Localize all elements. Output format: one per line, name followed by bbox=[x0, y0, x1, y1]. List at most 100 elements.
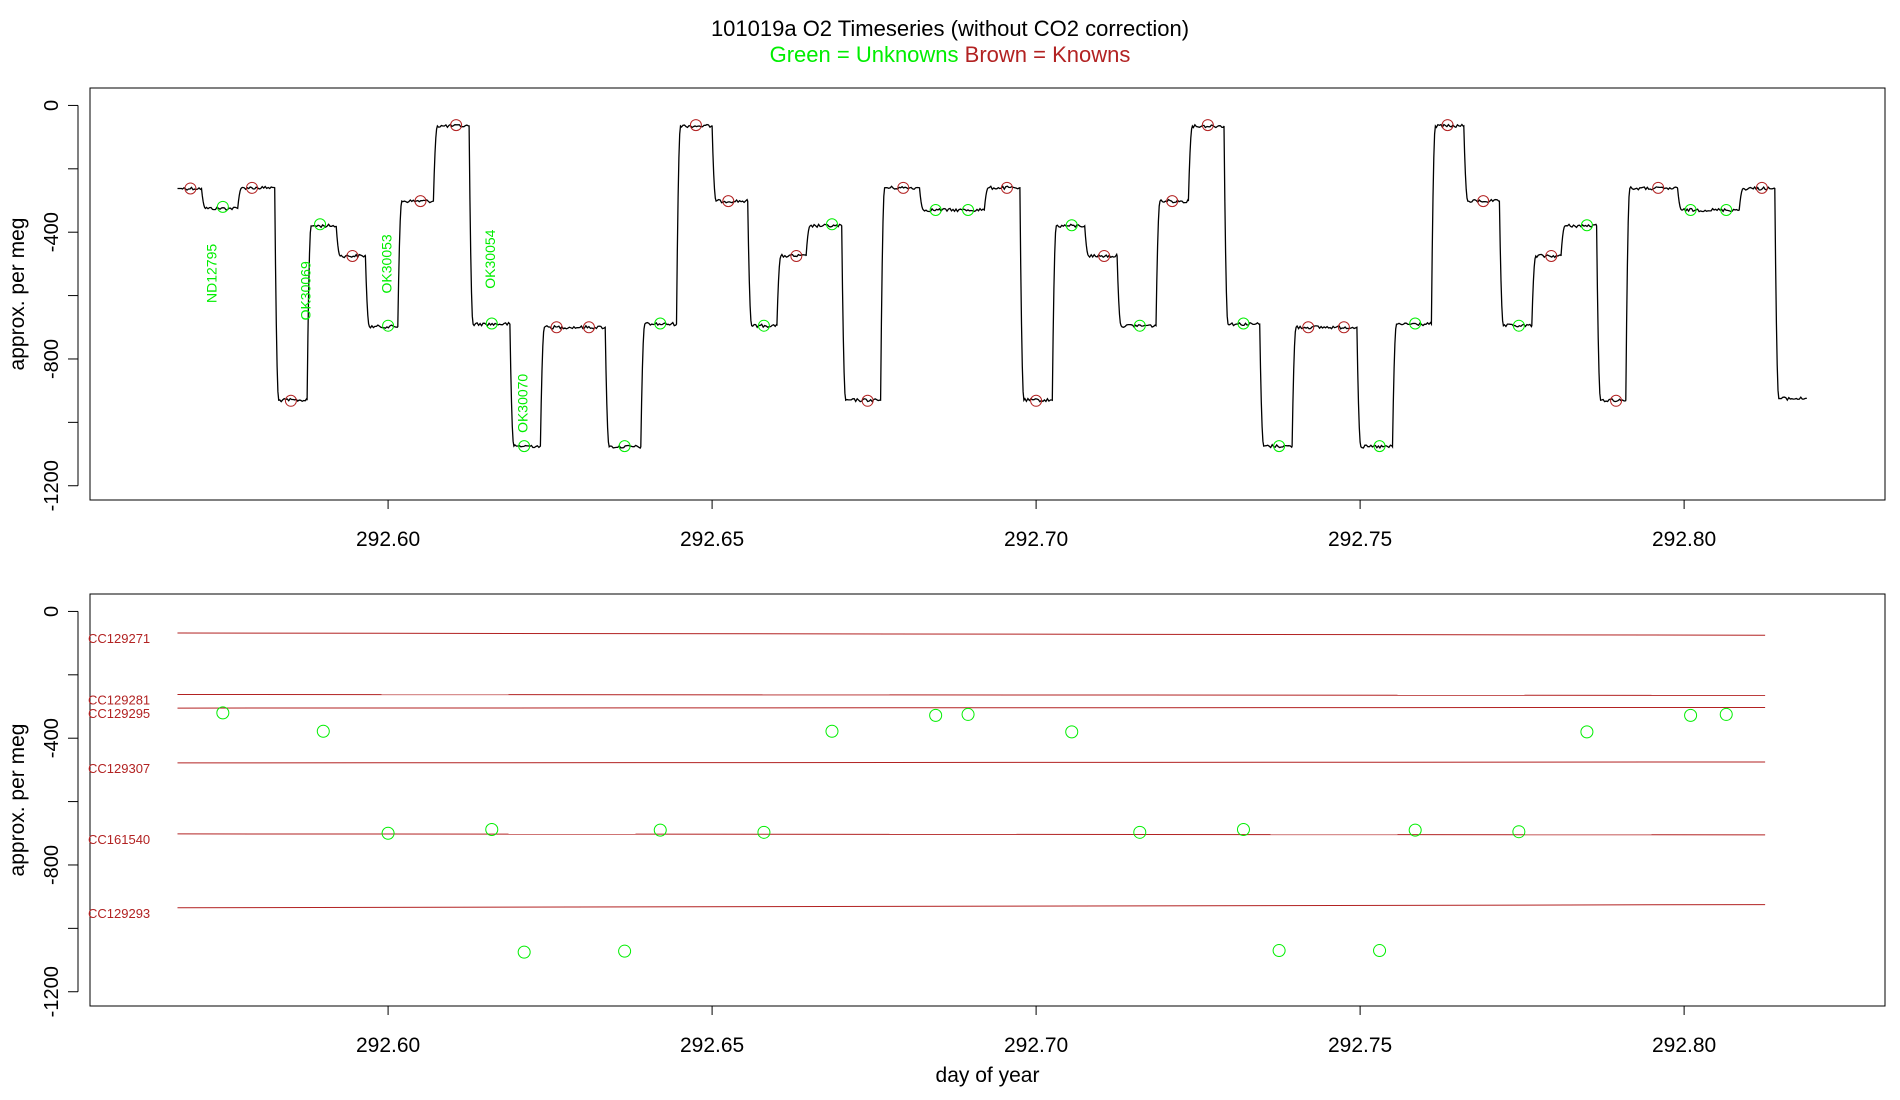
known-point bbox=[722, 195, 735, 208]
known-point bbox=[1755, 181, 1768, 194]
known-point bbox=[1477, 195, 1490, 208]
known-point bbox=[897, 181, 910, 194]
known-point bbox=[790, 249, 803, 262]
known-point bbox=[689, 119, 702, 132]
unknown-point bbox=[517, 945, 531, 959]
unknown-point bbox=[757, 825, 771, 839]
y-tick-label: -400 bbox=[41, 212, 63, 252]
x-tick-label: 292.65 bbox=[680, 1034, 744, 1057]
reference-line bbox=[177, 761, 1766, 764]
known-point bbox=[582, 321, 595, 334]
y-tick-label: -800 bbox=[41, 339, 63, 379]
reference-line bbox=[177, 833, 1766, 836]
sample-label: OK30053 bbox=[378, 234, 394, 293]
x-tick-label: 292.80 bbox=[1652, 528, 1716, 551]
legend-text: Green = Unknowns Brown = Knowns bbox=[770, 42, 1131, 67]
unknown-point bbox=[216, 706, 230, 720]
unknown-point bbox=[929, 708, 943, 722]
unknown-point bbox=[1580, 725, 1594, 739]
unknown-point bbox=[1133, 319, 1146, 332]
x-tick-label: 292.70 bbox=[1004, 528, 1068, 551]
unknown-point bbox=[485, 822, 499, 836]
bottom-panel: 0 -400 -800 -1200 approx. per meg 292.60 292.6… bbox=[6, 593, 1886, 1087]
known-point bbox=[1000, 181, 1013, 194]
known-point bbox=[1201, 119, 1214, 132]
unknown-point bbox=[929, 204, 942, 217]
unknown-point bbox=[1512, 319, 1525, 332]
unknown-point bbox=[654, 317, 667, 330]
unknown-point bbox=[618, 440, 631, 453]
known-point bbox=[1166, 195, 1179, 208]
o2-trace-line bbox=[177, 123, 1807, 450]
known-point bbox=[1098, 249, 1111, 262]
unknown-point bbox=[1236, 822, 1250, 836]
chart-title: 101019a O2 Timeseries (without CO2 corre… bbox=[711, 16, 1189, 41]
reference-line-label: CC129295 bbox=[88, 706, 150, 721]
reference-line-label: CC161540 bbox=[88, 832, 150, 847]
unknown-point bbox=[382, 319, 395, 332]
known-point bbox=[550, 321, 563, 334]
unknown-point bbox=[825, 724, 839, 738]
known-point bbox=[1302, 321, 1315, 334]
unknown-point bbox=[1408, 823, 1422, 837]
unknown-point bbox=[1273, 440, 1286, 453]
known-point bbox=[284, 394, 297, 407]
unknown-point bbox=[962, 204, 975, 217]
x-tick-label: 292.70 bbox=[1004, 1034, 1068, 1057]
known-point bbox=[1610, 394, 1623, 407]
reference-line-label: CC129293 bbox=[88, 906, 150, 921]
unknown-point bbox=[316, 724, 330, 738]
known-point bbox=[1652, 181, 1665, 194]
sample-label: OK30070 bbox=[514, 374, 530, 433]
x-tick-label: 292.60 bbox=[356, 528, 420, 551]
y-tick-label: -1200 bbox=[41, 460, 63, 511]
plot-frame bbox=[89, 593, 1886, 1007]
unknown-point bbox=[1684, 204, 1697, 217]
unknown-point bbox=[1373, 440, 1386, 453]
y-tick-label: -400 bbox=[41, 718, 63, 758]
unknown-point bbox=[757, 319, 770, 332]
y-tick-label: 0 bbox=[41, 606, 63, 617]
unknown-point bbox=[1409, 317, 1422, 330]
legend-unknowns: Green = Unknowns bbox=[770, 42, 959, 67]
reference-line bbox=[177, 706, 1766, 709]
unknown-point bbox=[1272, 944, 1286, 958]
known-point bbox=[1441, 119, 1454, 132]
x-tick-label: 292.60 bbox=[356, 1034, 420, 1057]
y-tick-label: 0 bbox=[41, 100, 63, 111]
reference-line-label: CC129307 bbox=[88, 761, 150, 776]
sample-label: OK30054 bbox=[482, 229, 498, 288]
reference-line bbox=[177, 693, 1766, 696]
unknown-point bbox=[825, 218, 838, 231]
x-axis-label: day of year bbox=[936, 1064, 1040, 1087]
unknown-point bbox=[653, 823, 667, 837]
unknown-point bbox=[1580, 219, 1593, 232]
sample-label: OK30069 bbox=[297, 261, 313, 320]
unknown-point bbox=[216, 200, 229, 213]
y-axis-label: approx. per meg bbox=[6, 218, 29, 371]
known-point bbox=[346, 249, 359, 262]
legend-knowns: Brown = Knowns bbox=[965, 42, 1131, 67]
reference-line bbox=[177, 632, 1766, 636]
x-tick-label: 292.80 bbox=[1652, 1034, 1716, 1057]
reference-line-label: CC129271 bbox=[88, 631, 150, 646]
known-point bbox=[450, 119, 463, 132]
y-tick-label: -1200 bbox=[41, 966, 63, 1017]
known-point bbox=[246, 181, 259, 194]
unknown-point bbox=[485, 317, 498, 330]
unknown-point bbox=[518, 440, 531, 453]
unknown-point bbox=[1237, 317, 1250, 330]
unknown-point bbox=[961, 707, 975, 721]
plot-frame bbox=[89, 87, 1886, 501]
y-axis-label: approx. per meg bbox=[6, 724, 29, 877]
top-panel: 0 -400 -800 -1200 approx. per meg 292.60 292.6… bbox=[6, 87, 1886, 551]
unknown-point bbox=[381, 826, 395, 840]
unknown-point bbox=[618, 944, 632, 958]
known-point bbox=[1545, 249, 1558, 262]
unknown-point bbox=[314, 218, 327, 231]
x-tick-label: 292.65 bbox=[680, 528, 744, 551]
sample-label: ND12795 bbox=[203, 244, 219, 303]
known-point bbox=[1030, 394, 1043, 407]
unknown-point bbox=[1373, 944, 1387, 958]
